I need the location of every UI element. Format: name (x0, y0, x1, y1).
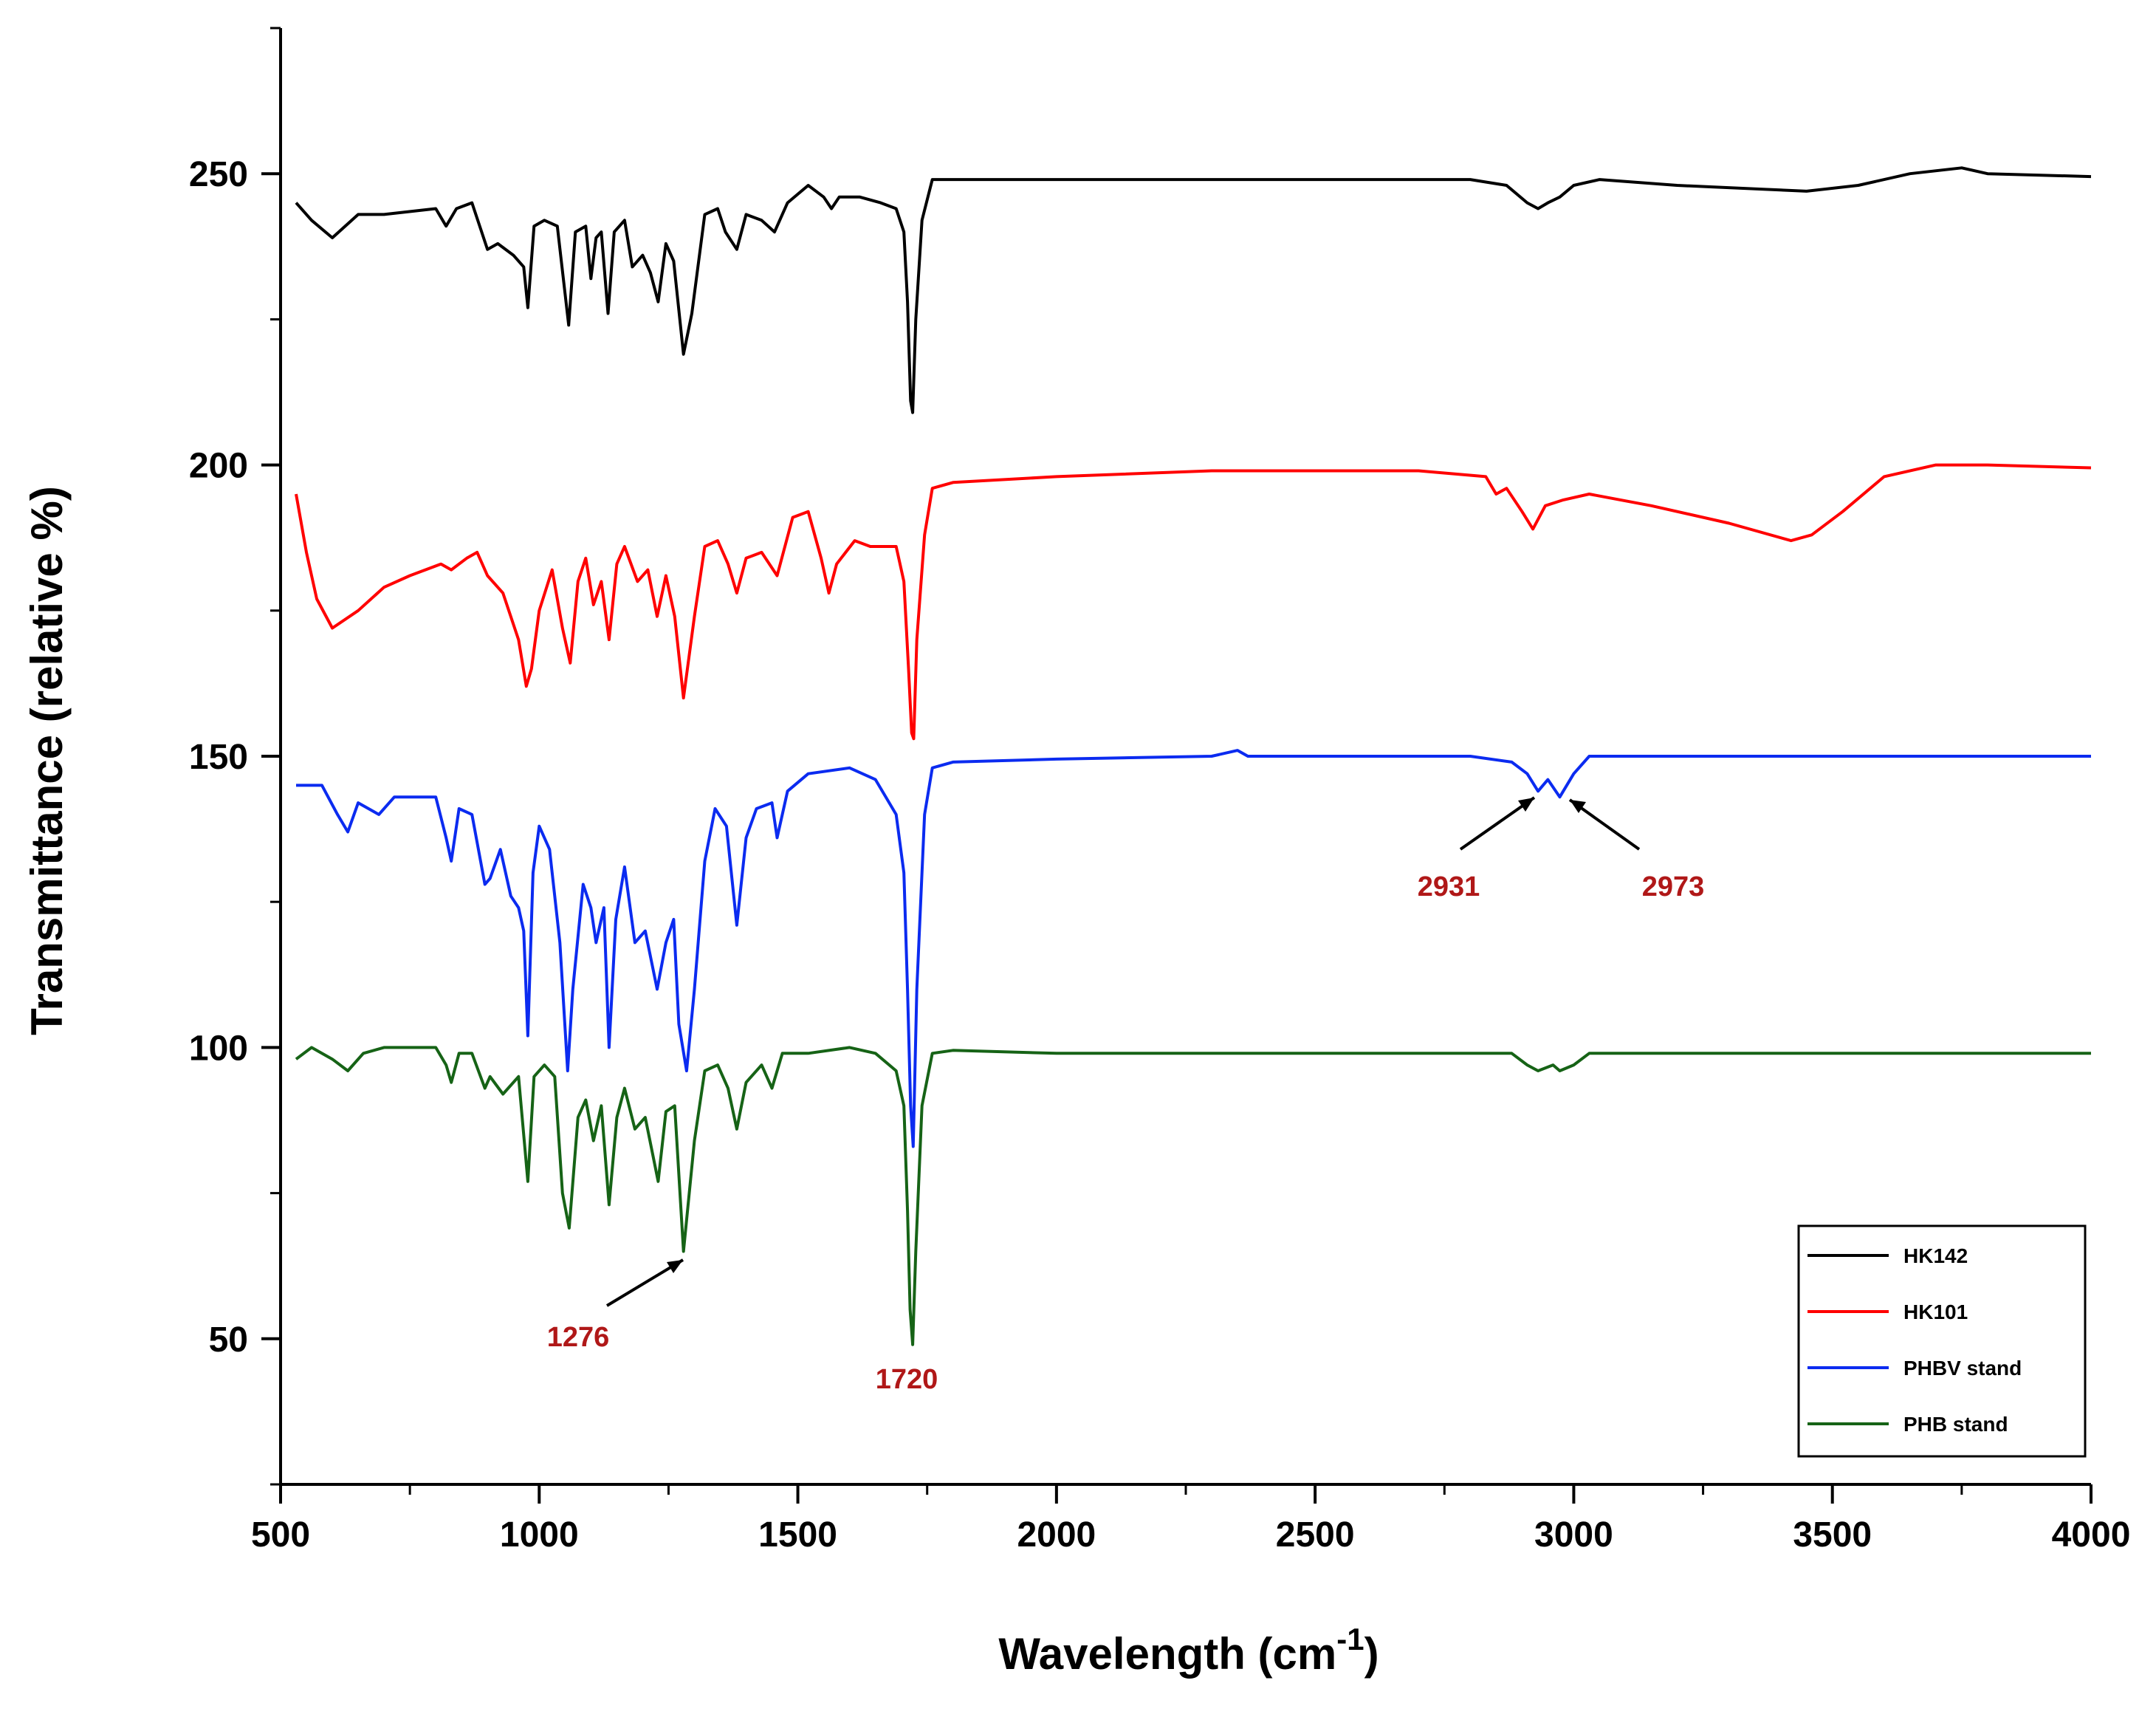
x-axis-title-main: Wavelength (cm (998, 1629, 1336, 1679)
x-axis-title: Wavelength (cm-1) (998, 1622, 1379, 1679)
x-ticks: 500 1000 1500 2000 2500 3000 3500 4000 (251, 1484, 2130, 1555)
annotation-1276: 1276 (547, 1322, 610, 1353)
axis-titles: Wavelength (cm-1) Transmittance (relativ… (22, 486, 1379, 1679)
x-axis-title-superscript: -1 (1336, 1622, 1364, 1656)
arrowhead-2973 (1570, 800, 1586, 813)
series-line-4 (295, 1046, 2091, 1346)
legend-box (1797, 1224, 2087, 1458)
y-tick-label-50: 50 (209, 1320, 248, 1360)
x-tick-label-4000: 4000 (2052, 1515, 2131, 1555)
y-tick-label-250: 250 (189, 155, 248, 194)
y-tick-label-200: 200 (189, 447, 248, 486)
y-axis-title: Transmittance (relative %) (22, 486, 72, 1035)
legend: HK142 HK101 PHBV stand PHB stand (1797, 1224, 2087, 1458)
legend-label-4: PHB stand (1903, 1413, 2008, 1436)
legend-label-1: HK142 (1903, 1244, 1968, 1267)
y-ticks: 50 100 150 200 250 (189, 27, 281, 1486)
x-tick-label-3000: 3000 (1534, 1515, 1613, 1555)
arrowhead-1276 (667, 1260, 683, 1273)
annotations: 1276 1720 2931 2973 (547, 796, 1705, 1395)
series-layer (295, 166, 2092, 1346)
x-tick-label-2000: 2000 (1017, 1515, 1096, 1555)
x-tick-label-1500: 1500 (758, 1515, 837, 1555)
legend-label-2: HK101 (1903, 1300, 1968, 1323)
x-tick-label-500: 500 (251, 1515, 310, 1555)
annotation-2973: 2973 (1642, 871, 1705, 902)
y-tick-label-150: 150 (189, 738, 248, 777)
series-line-2 (295, 463, 2092, 741)
x-axis-title-suffix: ) (1364, 1629, 1379, 1679)
series-line-1 (295, 166, 2092, 414)
arrowhead-2931 (1518, 798, 1534, 812)
legend-label-3: PHBV stand (1903, 1357, 2022, 1380)
series-line-3 (296, 749, 2091, 1148)
annotation-1720: 1720 (876, 1364, 938, 1395)
x-tick-label-3500: 3500 (1793, 1515, 1872, 1555)
y-tick-label-100: 100 (189, 1029, 248, 1068)
annotation-2931: 2931 (1418, 871, 1480, 902)
x-tick-label-1000: 1000 (500, 1515, 579, 1555)
x-tick-label-2500: 2500 (1276, 1515, 1355, 1555)
